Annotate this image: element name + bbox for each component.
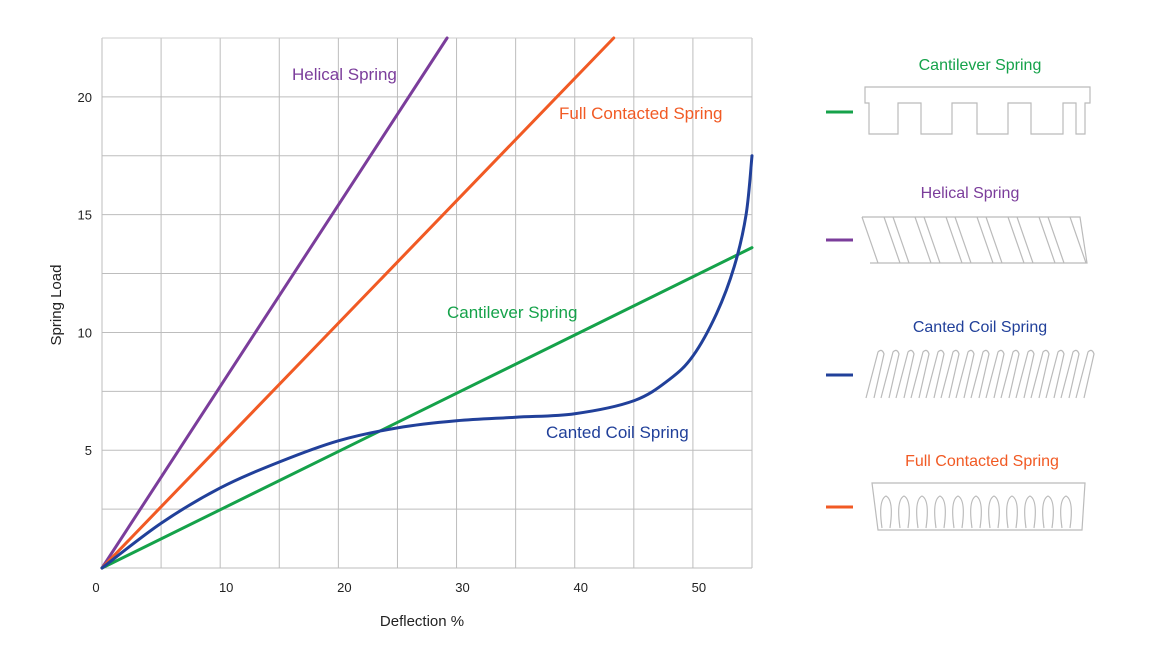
canted-coil-spring-icon — [865, 349, 1095, 399]
cantilever-spring-icon-outline — [864, 86, 1091, 135]
annotation-helical: Helical Spring — [292, 65, 397, 84]
x-tick-label: 20 — [337, 580, 351, 595]
annotation-cantilever: Cantilever Spring — [447, 303, 577, 322]
full-contacted-spring-icon — [871, 482, 1086, 531]
x-tick-label: 30 — [455, 580, 469, 595]
series-line-helical-spring — [100, 36, 449, 570]
y-tick-label: 20 — [78, 90, 92, 105]
full-contacted-spring-icon-outline — [871, 482, 1086, 531]
legend-title-canted-coil: Canted Coil Spring — [912, 319, 1048, 336]
series-line-full-contacted-spring — [100, 36, 616, 570]
canted-coil-spring-icon-outline — [865, 349, 1095, 399]
y-tick-label: 5 — [85, 443, 92, 458]
x-tick-label: 10 — [219, 580, 233, 595]
helical-spring-icon — [861, 216, 1088, 264]
cantilever-spring-icon — [864, 86, 1091, 135]
annotation-canted-coil: Canted Coil Spring — [546, 423, 689, 442]
series-line-cantilever-spring — [100, 246, 754, 570]
x-axis-label: Deflection % — [380, 613, 464, 630]
x-tick-label: 50 — [692, 580, 706, 595]
y-tick-label: 10 — [78, 325, 92, 340]
series-line-canted-coil-spring — [100, 154, 754, 570]
annotation-full-contacted: Full Contacted Spring — [559, 104, 722, 123]
x-tick-label: 0 — [92, 580, 99, 595]
x-tick-label: 40 — [573, 580, 587, 595]
y-axis-label: Spring Load — [48, 265, 65, 346]
legend-title-cantilever: Cantilever Spring — [918, 57, 1042, 74]
legend-title-full-contacted: Full Contacted Spring — [905, 453, 1059, 470]
y-tick-label: 15 — [78, 208, 92, 223]
legend-title-helical: Helical Spring — [920, 185, 1020, 202]
helical-spring-icon-outline — [861, 216, 1088, 264]
